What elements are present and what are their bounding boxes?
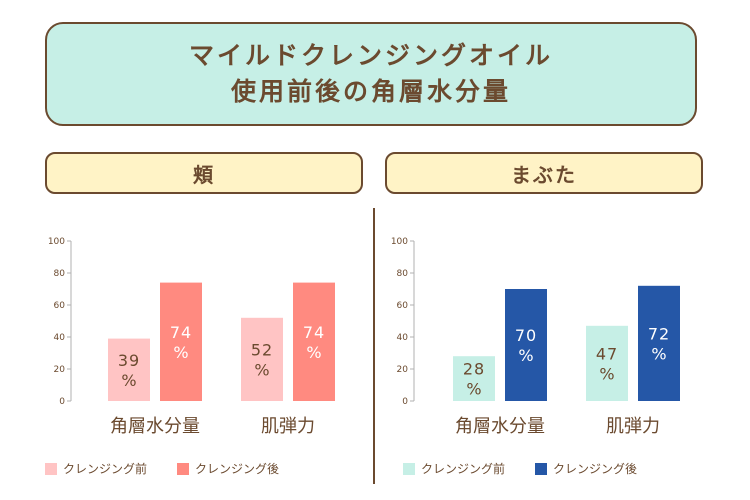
legend-item-after: クレンジング後 [177, 460, 279, 477]
bar-unit-label: % [466, 380, 481, 399]
legend-swatch-after [535, 462, 548, 475]
panel-divider [373, 208, 375, 484]
y-tick-label: 100 [391, 237, 408, 247]
bar-unit-label: % [254, 360, 269, 379]
bar-unit-label: % [518, 346, 533, 365]
y-tick-label: 20 [54, 365, 66, 375]
bar [505, 289, 547, 401]
y-tick-label: 60 [397, 301, 409, 311]
y-tick-label: 40 [397, 333, 409, 343]
bar [241, 317, 283, 401]
bar [453, 356, 495, 401]
legend-swatch-after [177, 462, 190, 475]
category-label: 肌弾力 [261, 416, 315, 437]
y-tick-label: 0 [59, 397, 65, 407]
bar-unit-label: % [599, 364, 614, 383]
category-label: 角層水分量 [455, 416, 545, 437]
bar [638, 285, 680, 401]
bar [586, 325, 628, 401]
bar [293, 282, 335, 401]
bar-unit-label: % [651, 344, 666, 363]
bar [160, 282, 202, 401]
bar-value-label: 74 [303, 323, 325, 342]
legend-item-before: クレンジング前 [45, 460, 147, 477]
category-label: 肌弾力 [606, 416, 660, 437]
bar-value-label: 74 [170, 323, 192, 342]
bar-unit-label: % [306, 343, 321, 362]
title-banner: マイルドクレンジングオイル 使用前後の角層水分量 [45, 22, 697, 126]
legend-label-before: クレンジング前 [63, 462, 148, 476]
category-label: 角層水分量 [110, 416, 200, 437]
y-tick-label: 60 [54, 301, 66, 311]
panel-header-eyelid: まぶた [385, 152, 703, 194]
bar-value-label: 70 [515, 326, 537, 345]
y-tick-label: 20 [397, 365, 409, 375]
bar-value-label: 72 [648, 324, 670, 343]
bar [108, 338, 150, 401]
legend-item-after: クレンジング後 [535, 460, 637, 477]
bar-value-label: 52 [251, 340, 273, 359]
bar-unit-label: % [173, 343, 188, 362]
legend-cheek: クレンジング前 クレンジング後 [45, 460, 309, 477]
legend-eyelid: クレンジング前 クレンジング後 [403, 460, 667, 477]
y-tick-label: 80 [54, 269, 66, 279]
y-tick-label: 0 [402, 397, 408, 407]
legend-label-before: クレンジング前 [421, 462, 506, 476]
bar-value-label: 39 [118, 351, 140, 370]
title-line-2: 使用前後の角層水分量 [230, 77, 511, 106]
bar-unit-label: % [121, 371, 136, 390]
legend-label-after: クレンジング後 [553, 462, 638, 476]
y-tick-label: 80 [397, 269, 409, 279]
legend-item-before: クレンジング前 [403, 460, 505, 477]
bar-value-label: 47 [596, 344, 618, 363]
y-tick-label: 40 [54, 333, 66, 343]
y-tick-label: 100 [48, 237, 65, 247]
title-line-1: マイルドクレンジングオイル [188, 41, 553, 70]
legend-label-after: クレンジング後 [195, 462, 280, 476]
bar-value-label: 28 [463, 360, 485, 379]
legend-swatch-before [45, 462, 57, 475]
legend-swatch-before [403, 462, 415, 475]
panel-header-cheek: 頬 [45, 152, 363, 194]
